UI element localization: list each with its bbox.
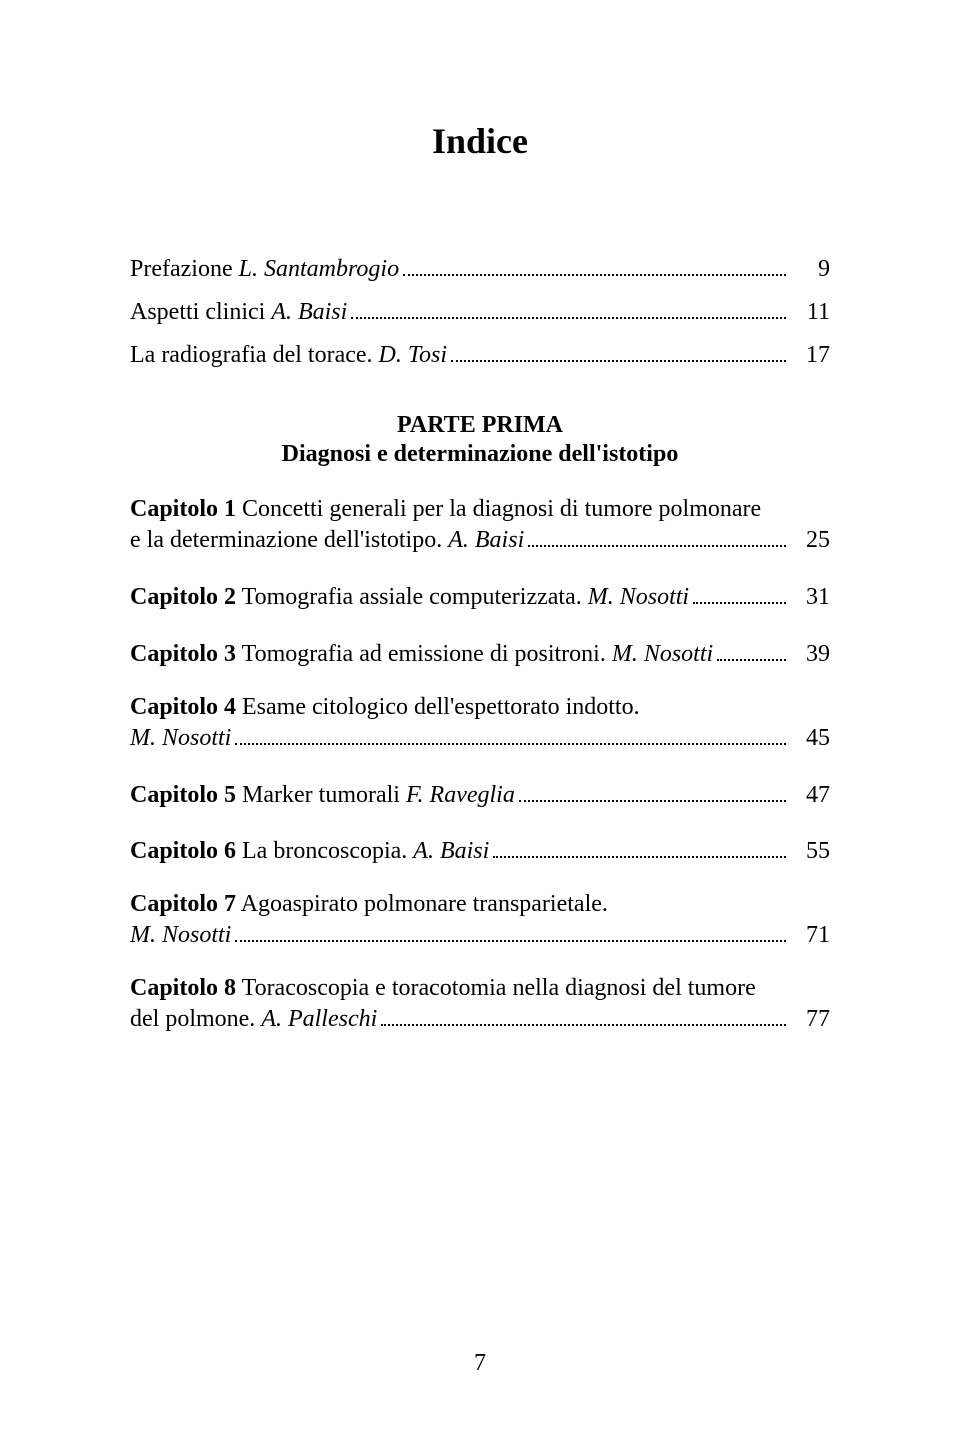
toc-page: 11 [790, 295, 830, 330]
chapter-title-cont: e la determinazione dell'istotipo. [130, 527, 448, 553]
toc-dots [351, 317, 786, 319]
toc-text: M. Nosotti [130, 721, 231, 756]
chapter-title: Esame citologico dell'espettorato indott… [236, 694, 640, 720]
chapter-title: Agoaspirato polmonare transparietale. [236, 891, 608, 917]
chapter-number: Capitolo 8 [130, 975, 236, 1001]
chapter-title: Tomografia assiale computerizzata. [236, 584, 588, 610]
chapter-line1: Capitolo 8 Toracoscopia e toracotomia ne… [130, 975, 830, 1002]
toc-dots [235, 743, 786, 745]
toc-entry: La radiografia del torace. D. Tosi 17 [130, 338, 830, 373]
toc-dots [235, 940, 786, 942]
chapter-entry: Capitolo 4 Esame citologico dell'espetto… [130, 694, 830, 756]
toc-entry: Prefazione L. Santambrogio 9 [130, 252, 830, 287]
chapter-entry: Capitolo 1 Concetti generali per la diag… [130, 496, 830, 558]
toc-text: del polmone. A. Palleschi [130, 1002, 377, 1037]
toc-dots [403, 274, 786, 276]
toc-page: 47 [790, 778, 830, 813]
toc-dots [381, 1024, 786, 1026]
entry-author: D. Tosi [379, 342, 447, 368]
toc-text: e la determinazione dell'istotipo. A. Ba… [130, 523, 524, 558]
chapter-entry: Capitolo 8 Toracoscopia e toracotomia ne… [130, 975, 830, 1037]
chapter-number: Capitolo 7 [130, 891, 236, 917]
chapter-author: F. Raveglia [406, 782, 515, 808]
toc-page: 39 [790, 637, 830, 672]
chapter-number: Capitolo 4 [130, 694, 236, 720]
chapter-author: M. Nosotti [588, 584, 689, 610]
chapter-number: Capitolo 6 [130, 838, 236, 864]
chapter-line1: Capitolo 7 Agoaspirato polmonare transpa… [130, 891, 830, 918]
part-subheader: Diagnosi e determinazione dell'istotipo [130, 441, 830, 468]
chapter-title: La broncoscopia. [236, 838, 413, 864]
toc-entry: Capitolo 6 La broncoscopia. A. Baisi 55 [130, 834, 830, 869]
chapter-author: A. Baisi [413, 838, 489, 864]
chapter-line2: M. Nosotti 71 [130, 918, 830, 953]
toc-page: 17 [790, 338, 830, 373]
chapter-line1: Capitolo 4 Esame citologico dell'espetto… [130, 694, 830, 721]
toc-dots [493, 856, 786, 858]
chapter-number: Capitolo 5 [130, 782, 236, 808]
chapter-author: A. Palleschi [261, 1006, 377, 1032]
part-header: PARTE PRIMA [130, 412, 830, 439]
toc-page: 25 [790, 523, 830, 558]
toc-text: La radiografia del torace. D. Tosi [130, 338, 447, 373]
toc-page: 45 [790, 721, 830, 756]
chapter-number: Capitolo 3 [130, 641, 236, 667]
chapter-number: Capitolo 2 [130, 584, 236, 610]
chapter-author: M. Nosotti [130, 922, 231, 948]
chapter-entry: Capitolo 3 Tomografia ad emissione di po… [130, 637, 830, 672]
entry-label: Prefazione [130, 256, 239, 282]
toc-text: Capitolo 3 Tomografia ad emissione di po… [130, 637, 713, 672]
chapter-entry: Capitolo 2 Tomografia assiale computeriz… [130, 580, 830, 615]
toc-dots [451, 360, 786, 362]
toc-text: Capitolo 6 La broncoscopia. A. Baisi [130, 834, 489, 869]
toc-entry: Aspetti clinici A. Baisi 11 [130, 295, 830, 330]
chapter-title: Marker tumorali [236, 782, 406, 808]
chapter-title: Concetti generali per la diagnosi di tum… [236, 496, 761, 522]
toc-page: 9 [790, 252, 830, 287]
toc-text: Aspetti clinici A. Baisi [130, 295, 347, 330]
toc-page: 31 [790, 580, 830, 615]
chapter-title-cont: del polmone. [130, 1006, 261, 1032]
toc-dots [717, 659, 786, 661]
entry-author: L. Santambrogio [239, 256, 399, 282]
toc-text: Capitolo 5 Marker tumorali F. Raveglia [130, 778, 515, 813]
chapter-number: Capitolo 1 [130, 496, 236, 522]
chapter-author: M. Nosotti [130, 725, 231, 751]
toc-dots [519, 800, 786, 802]
toc-dots [693, 602, 786, 604]
chapter-author: M. Nosotti [612, 641, 713, 667]
page-title: Indice [130, 120, 830, 162]
page-number: 7 [0, 1350, 960, 1377]
intro-group: Prefazione L. Santambrogio 9 Aspetti cli… [130, 252, 830, 372]
chapter-entry: Capitolo 7 Agoaspirato polmonare transpa… [130, 891, 830, 953]
chapter-line2: M. Nosotti 45 [130, 721, 830, 756]
chapter-author: A. Baisi [448, 527, 524, 553]
entry-label: Aspetti clinici [130, 299, 271, 325]
toc-entry: Capitolo 2 Tomografia assiale computeriz… [130, 580, 830, 615]
toc-text: Capitolo 2 Tomografia assiale computeriz… [130, 580, 689, 615]
toc-page: 77 [790, 1002, 830, 1037]
chapter-entry: Capitolo 5 Marker tumorali F. Raveglia 4… [130, 778, 830, 813]
chapter-line2: del polmone. A. Palleschi 77 [130, 1002, 830, 1037]
chapter-title: Toracoscopia e toracotomia nella diagnos… [236, 975, 756, 1001]
chapter-line2: e la determinazione dell'istotipo. A. Ba… [130, 523, 830, 558]
toc-text: Prefazione L. Santambrogio [130, 252, 399, 287]
toc-page: 55 [790, 834, 830, 869]
toc-entry: Capitolo 3 Tomografia ad emissione di po… [130, 637, 830, 672]
chapter-entry: Capitolo 6 La broncoscopia. A. Baisi 55 [130, 834, 830, 869]
toc-entry: Capitolo 5 Marker tumorali F. Raveglia 4… [130, 778, 830, 813]
chapter-title: Tomografia ad emissione di positroni. [236, 641, 612, 667]
toc-dots [528, 545, 786, 547]
toc-page: 71 [790, 918, 830, 953]
chapter-line1: Capitolo 1 Concetti generali per la diag… [130, 496, 830, 523]
toc-text: M. Nosotti [130, 918, 231, 953]
entry-label: La radiografia del torace. [130, 342, 379, 368]
entry-author: A. Baisi [271, 299, 347, 325]
